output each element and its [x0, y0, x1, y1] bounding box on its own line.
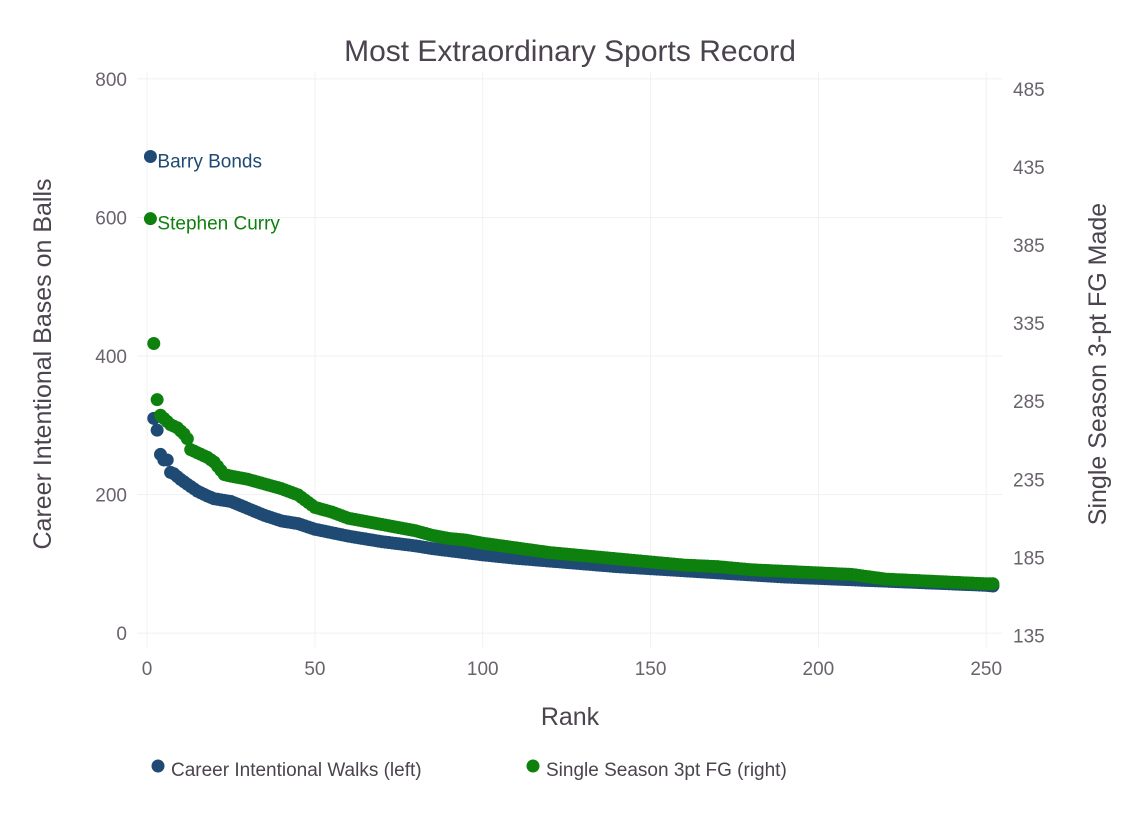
- left-tick-label: 400: [95, 347, 127, 368]
- right-tick-label: 135: [1013, 626, 1045, 647]
- x-tick-label: 0: [142, 659, 153, 680]
- data-point: [143, 212, 157, 226]
- left-axis-ticks: 0 200 400 600 800: [95, 70, 127, 645]
- right-axis-title: Single Season 3-pt FG Made: [1084, 203, 1112, 525]
- annotations: Barry Bonds Stephen Curry: [157, 152, 280, 235]
- right-tick-label: 485: [1013, 80, 1045, 101]
- x-axis-title: Rank: [541, 703, 600, 731]
- right-tick-label: 235: [1013, 470, 1045, 491]
- data-point: [143, 150, 157, 164]
- right-tick-label: 335: [1013, 314, 1045, 335]
- x-tick-label: 100: [467, 659, 499, 680]
- chart-title: Most Extraordinary Sports Record: [344, 35, 796, 68]
- annotation-walks: Barry Bonds: [157, 152, 262, 173]
- x-tick-label: 250: [970, 659, 1002, 680]
- left-tick-label: 600: [95, 208, 127, 229]
- data-point: [180, 432, 194, 446]
- left-tick-label: 0: [116, 624, 127, 645]
- data-point: [150, 423, 164, 437]
- x-tick-label: 50: [304, 659, 325, 680]
- x-tick-label: 200: [803, 659, 835, 680]
- left-tick-label: 200: [95, 486, 127, 507]
- legend-marker-walks: [151, 759, 165, 773]
- x-tick-label: 150: [635, 659, 667, 680]
- right-tick-label: 385: [1013, 236, 1045, 257]
- data-point: [147, 337, 161, 351]
- series-threes: [143, 212, 1000, 591]
- annotation-threes: Stephen Curry: [157, 214, 280, 235]
- right-tick-label: 285: [1013, 392, 1045, 413]
- right-axis-ticks: 135 185 235 285 335 385 435 485: [1013, 80, 1045, 647]
- grid: [137, 72, 1003, 647]
- left-axis-title: Career Intentional Bases on Balls: [29, 178, 57, 549]
- legend-marker-threes: [526, 759, 540, 773]
- legend-label-walks: Career Intentional Walks (left): [171, 760, 422, 781]
- right-tick-label: 185: [1013, 548, 1045, 569]
- data-points: [143, 150, 1000, 593]
- data-point: [160, 453, 174, 467]
- data-point: [150, 393, 164, 407]
- legend-label-threes: Single Season 3pt FG (right): [546, 760, 787, 781]
- x-axis-ticks: 0 50 100 150 200 250: [142, 659, 1002, 680]
- right-tick-label: 435: [1013, 158, 1045, 179]
- legend: Career Intentional Walks (left) Single S…: [151, 759, 787, 781]
- data-point: [986, 577, 1000, 591]
- left-tick-label: 800: [95, 70, 127, 91]
